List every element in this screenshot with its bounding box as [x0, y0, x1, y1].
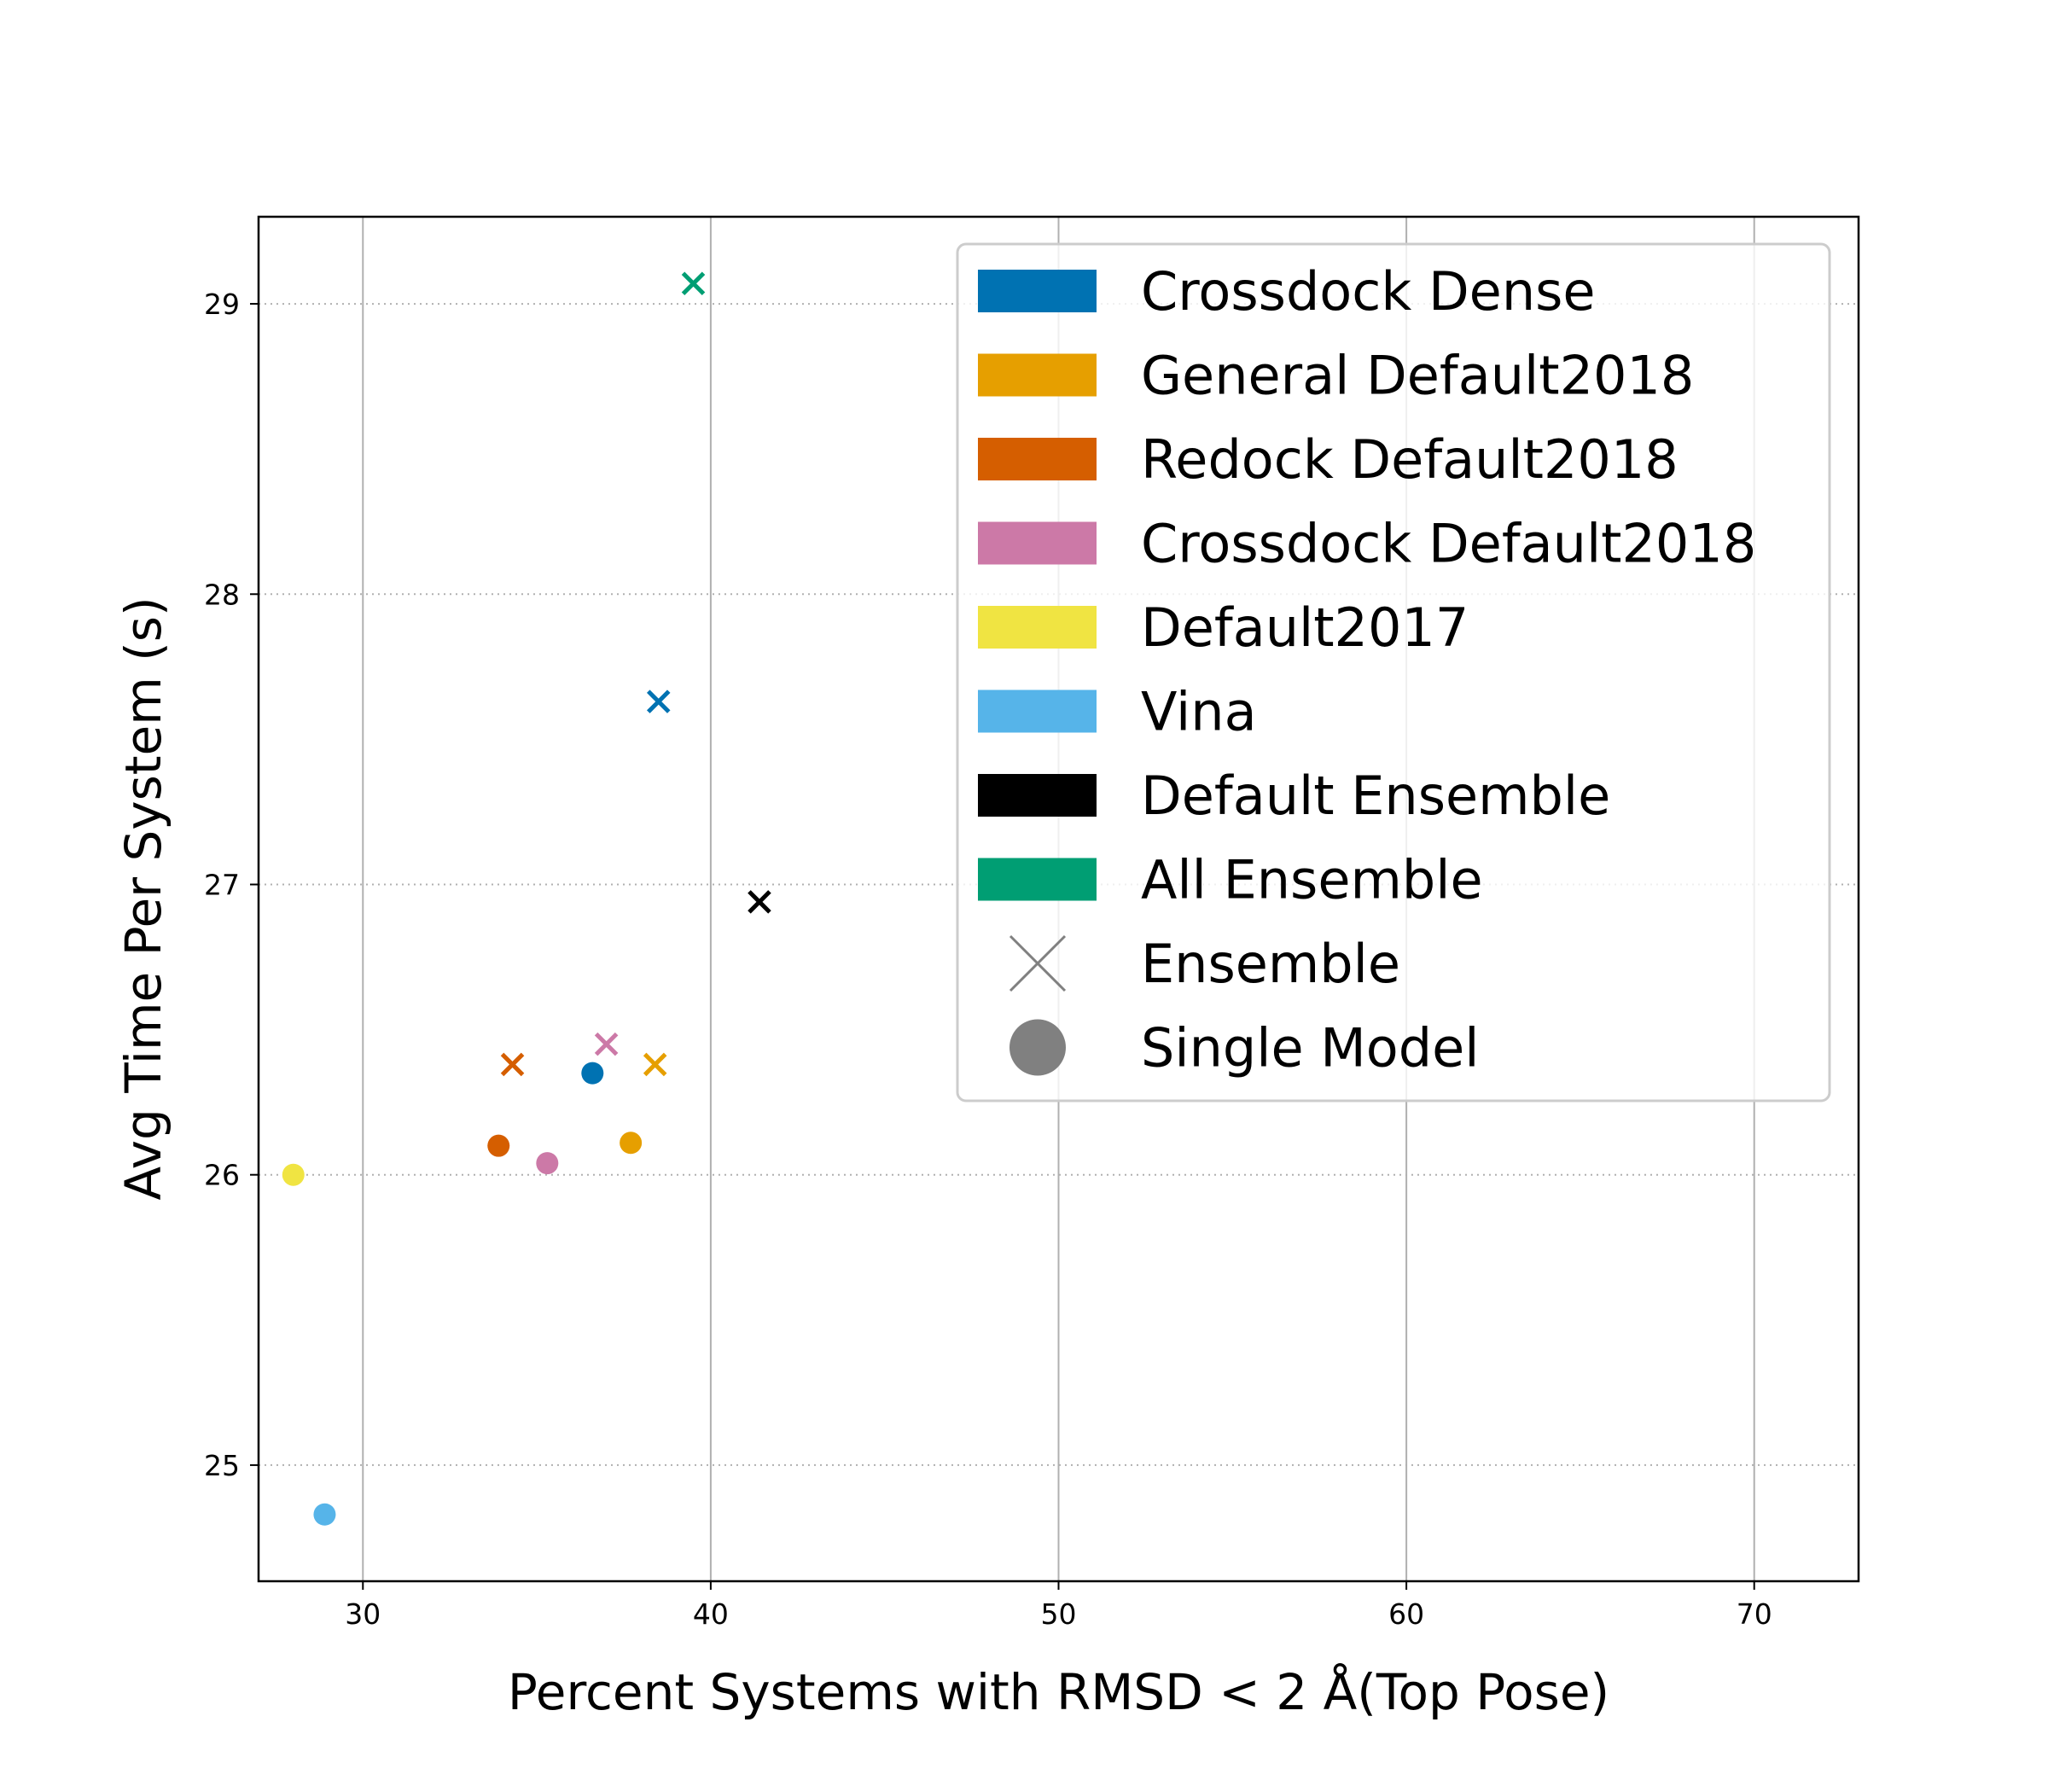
- legend-label-crossdock-default2018: Crossdock Default2018: [1141, 513, 1756, 575]
- data-point-crossdock-default2018: [536, 1152, 559, 1175]
- legend-label-crossdock-dense: Crossdock Dense: [1141, 260, 1596, 323]
- data-point-redock-default2018: [500, 1052, 525, 1077]
- legend-label-general-default2018: General Default2018: [1141, 345, 1694, 407]
- legend-swatch-general-default2018: [978, 353, 1097, 397]
- data-point-default2017: [282, 1163, 305, 1186]
- legend: Crossdock Dense General Default2018 Redock…: [956, 242, 1831, 1103]
- x-tick-label: 40: [693, 1597, 729, 1631]
- legend-marker-single-model: [1009, 1019, 1066, 1076]
- legend-box: [956, 242, 1831, 1103]
- legend-label-default2017: Default2017: [1141, 596, 1469, 659]
- legend-label-ensemble: Ensemble: [1141, 933, 1400, 995]
- y-tick-label: 27: [204, 868, 240, 901]
- y-tick-label: 29: [204, 288, 240, 321]
- legend-label-vina: Vina: [1141, 681, 1257, 743]
- x-marker-stroke: [1009, 934, 1067, 992]
- legend-label-single-model: Single Model: [1141, 1017, 1479, 1079]
- legend-label-all-ensemble: All Ensemble: [1141, 849, 1483, 911]
- data-point-crossdock-dense: [646, 689, 671, 713]
- plot-frame: [257, 215, 1860, 1583]
- x-tick-label: 70: [1737, 1597, 1772, 1631]
- x-tick-label: 50: [1041, 1597, 1077, 1631]
- legend-swatch-crossdock-default2018: [978, 521, 1097, 565]
- data-point-redock-default2018: [487, 1134, 510, 1157]
- y-tick-label: 25: [204, 1449, 240, 1482]
- legend-swatch-all-ensemble: [978, 858, 1097, 901]
- legend-swatch-crossdock-dense: [978, 270, 1097, 312]
- y-axis-label: Avg Time Per System (s): [114, 596, 172, 1200]
- x-marker-stroke: [594, 1032, 619, 1056]
- data-point-vina: [313, 1503, 336, 1526]
- x-axis-label: Percent Systems with RMSD < 2 Å(Top Pose…: [508, 1662, 1609, 1721]
- ticks: 30 40 50 60 70 25 26 27 28 29: [204, 288, 1772, 1631]
- legend-swatch-vina: [978, 689, 1097, 733]
- data-point-crossdock-dense: [581, 1062, 604, 1085]
- legend-marker-ensemble: [1009, 934, 1067, 992]
- x-marker-stroke: [681, 271, 706, 296]
- x-marker-stroke: [500, 1052, 525, 1077]
- x-tick-label: 60: [1388, 1597, 1424, 1631]
- legend-label-redock-default2018: Redock Default2018: [1141, 428, 1679, 491]
- legend-label-default-ensemble: Default Ensemble: [1141, 765, 1610, 827]
- y-tick-label: 28: [204, 578, 240, 611]
- x-marker-stroke: [646, 689, 671, 713]
- legend-swatch-redock-default2018: [978, 438, 1097, 480]
- legend-swatch-default2017: [978, 606, 1097, 649]
- data-point-general-default2018: [643, 1052, 667, 1077]
- x-marker-stroke: [643, 1052, 667, 1077]
- data-point-default-ensemble: [748, 890, 771, 914]
- x-marker-stroke: [748, 890, 771, 914]
- x-tick-label: 30: [345, 1597, 381, 1631]
- y-tick-label: 26: [204, 1159, 240, 1192]
- data-points: [282, 271, 771, 1526]
- legend-swatch-default-ensemble: [978, 774, 1097, 817]
- data-point-general-default2018: [620, 1132, 643, 1155]
- data-point-all-ensemble: [681, 271, 706, 296]
- data-point-crossdock-default2018: [594, 1032, 619, 1056]
